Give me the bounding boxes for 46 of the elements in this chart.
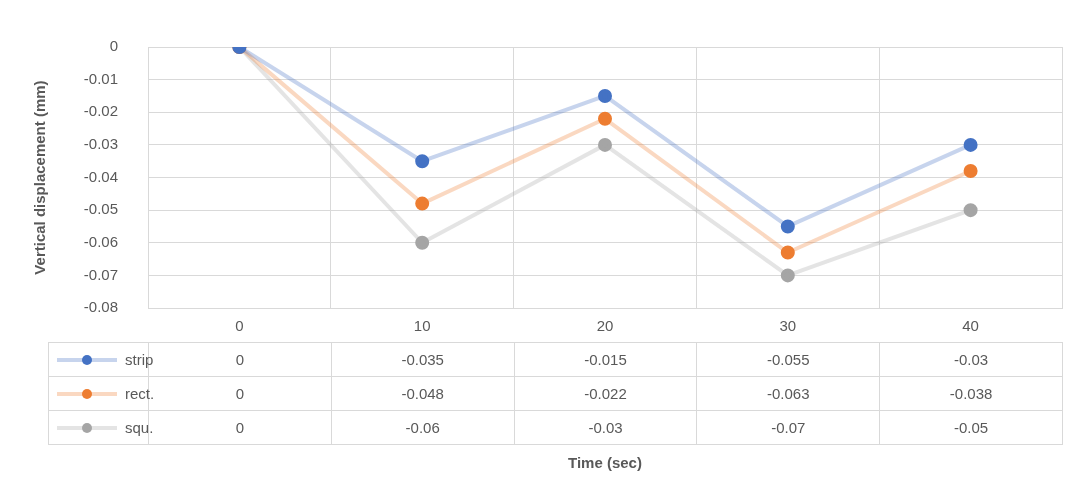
- data-label: -0.035: [331, 342, 515, 377]
- y-tick-label: -0.04: [83, 167, 118, 185]
- point: [598, 88, 612, 103]
- data-label: -0.055: [696, 342, 880, 377]
- point: [598, 137, 612, 152]
- data-label: -0.07: [696, 410, 880, 445]
- x-tick-label: 40: [962, 317, 979, 335]
- data-label: 0: [235, 351, 245, 368]
- point: [415, 154, 430, 169]
- y-axis-title: Vertical displacement (mm): [31, 80, 49, 275]
- data-label: 0: [235, 385, 245, 402]
- x-tick-label: 10: [413, 317, 431, 335]
- data-label: -0.06: [331, 410, 515, 445]
- y-tick-label: -0.03: [83, 135, 118, 153]
- point: [780, 245, 795, 260]
- data-label: -0.03: [879, 342, 1063, 377]
- y-tick-label: -0.07: [83, 265, 118, 283]
- data-label: -0.022: [514, 376, 697, 411]
- point: [415, 235, 430, 250]
- data-label: -0.03: [514, 410, 697, 445]
- data-label: -0.048: [331, 376, 515, 411]
- data-label: -0.038: [879, 376, 1063, 411]
- point: [415, 196, 430, 211]
- text: Time (sec): [567, 454, 643, 471]
- y-tick-label: -0.06: [83, 232, 118, 250]
- x-tick-label: 20: [596, 317, 614, 335]
- point: [963, 137, 978, 152]
- y-tick-label: -0.02: [83, 102, 118, 120]
- point: [780, 219, 795, 234]
- point: [598, 111, 612, 126]
- data-label: -0.05: [879, 410, 1063, 445]
- y-tick-label: 0: [109, 37, 118, 55]
- data-label: 0: [235, 419, 245, 436]
- y-tick-label: -0.01: [83, 69, 118, 87]
- legend-label: rect.: [124, 385, 155, 403]
- point: [963, 203, 978, 218]
- legend-label: strip: [124, 351, 154, 369]
- data-label: -0.063: [696, 376, 880, 411]
- x-tick-label: 0: [235, 317, 244, 335]
- x-tick-label: 30: [779, 317, 797, 335]
- legend-label: squ.: [124, 419, 154, 437]
- y-tick-label: -0.08: [83, 298, 118, 316]
- point: [780, 268, 795, 283]
- y-tick-label: -0.05: [83, 200, 118, 218]
- data-label: -0.015: [514, 342, 697, 377]
- point: [963, 163, 978, 178]
